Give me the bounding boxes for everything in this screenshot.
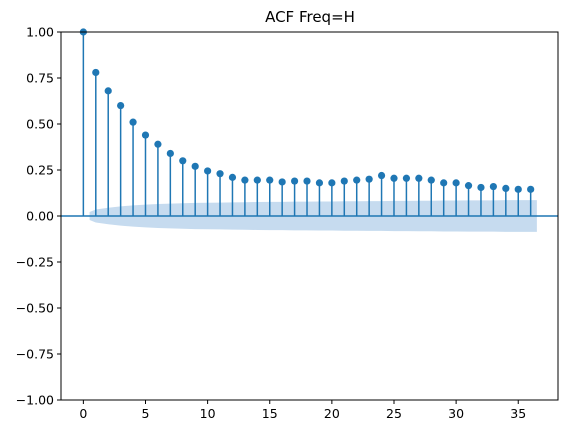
acf-point-3: [117, 102, 125, 110]
acf-point-12: [228, 173, 237, 181]
acf-point-21: [340, 177, 348, 185]
acf-point-17: [290, 177, 299, 185]
chart-title: ACF Freq=H: [265, 8, 355, 26]
x-tick-label-5: 5: [142, 406, 150, 421]
acf-point-7: [166, 149, 174, 158]
y-tick-label-5: 0.25: [26, 163, 54, 178]
acf-point-34: [502, 184, 510, 192]
acf-point-27: [415, 174, 423, 182]
x-tick-label-25: 25: [386, 406, 402, 421]
marker-layer: [79, 28, 535, 193]
acf-point-24: [377, 171, 386, 180]
acf-point-18: [303, 177, 311, 185]
y-tick-label-3: −0.25: [16, 255, 54, 270]
y-tick-label-8: 1.00: [26, 25, 54, 40]
y-axis: −1.00 −0.75 −0.50 −0.25 0.00 0.25 0.50 0.75 1.00: [16, 25, 61, 408]
acf-point-1: [92, 68, 100, 77]
acf-point-16: [278, 178, 286, 186]
acf-point-19: [315, 179, 324, 187]
x-tick-label-20: 20: [324, 406, 340, 421]
stem-layer: [82, 32, 532, 216]
y-tick-label-0: −1.00: [16, 393, 54, 408]
acf-point-32: [477, 183, 485, 192]
acf-point-22: [353, 176, 361, 184]
acf-point-31: [464, 182, 473, 190]
acf-point-5: [141, 131, 150, 139]
y-tick-label-6: 0.50: [26, 117, 54, 132]
acf-point-2: [104, 87, 112, 95]
acf-point-11: [216, 170, 224, 178]
acf-point-20: [328, 179, 336, 187]
y-tick-label-7: 0.75: [26, 71, 54, 86]
x-tick-label-15: 15: [262, 406, 278, 421]
y-tick-label-4: 0.00: [26, 209, 54, 224]
acf-point-33: [489, 182, 497, 191]
acf-point-23: [365, 175, 373, 183]
x-tick-label-10: 10: [200, 406, 216, 421]
acf-point-15: [266, 176, 274, 184]
acf-point-8: [179, 157, 187, 165]
acf-point-14: [253, 176, 261, 184]
x-tick-label-0: 0: [79, 406, 87, 421]
acf-point-9: [191, 162, 199, 170]
x-axis: 0 5 10 15 20 25 30 35: [79, 400, 526, 421]
acf-point-35: [514, 185, 522, 193]
acf-point-6: [154, 140, 162, 148]
acf-point-26: [402, 174, 411, 182]
acf-point-30: [452, 179, 460, 187]
acf-point-28: [427, 176, 435, 184]
acf-point-10: [204, 167, 212, 175]
x-tick-label-30: 30: [448, 406, 464, 421]
acf-point-25: [390, 174, 398, 182]
acf-point-29: [440, 179, 448, 187]
acf-point-4: [129, 118, 137, 126]
acf-point-13: [241, 176, 249, 184]
y-tick-label-2: −0.50: [16, 301, 54, 316]
acf-point-36: [527, 185, 535, 193]
y-tick-label-1: −0.75: [16, 347, 54, 362]
x-tick-label-35: 35: [510, 406, 526, 421]
